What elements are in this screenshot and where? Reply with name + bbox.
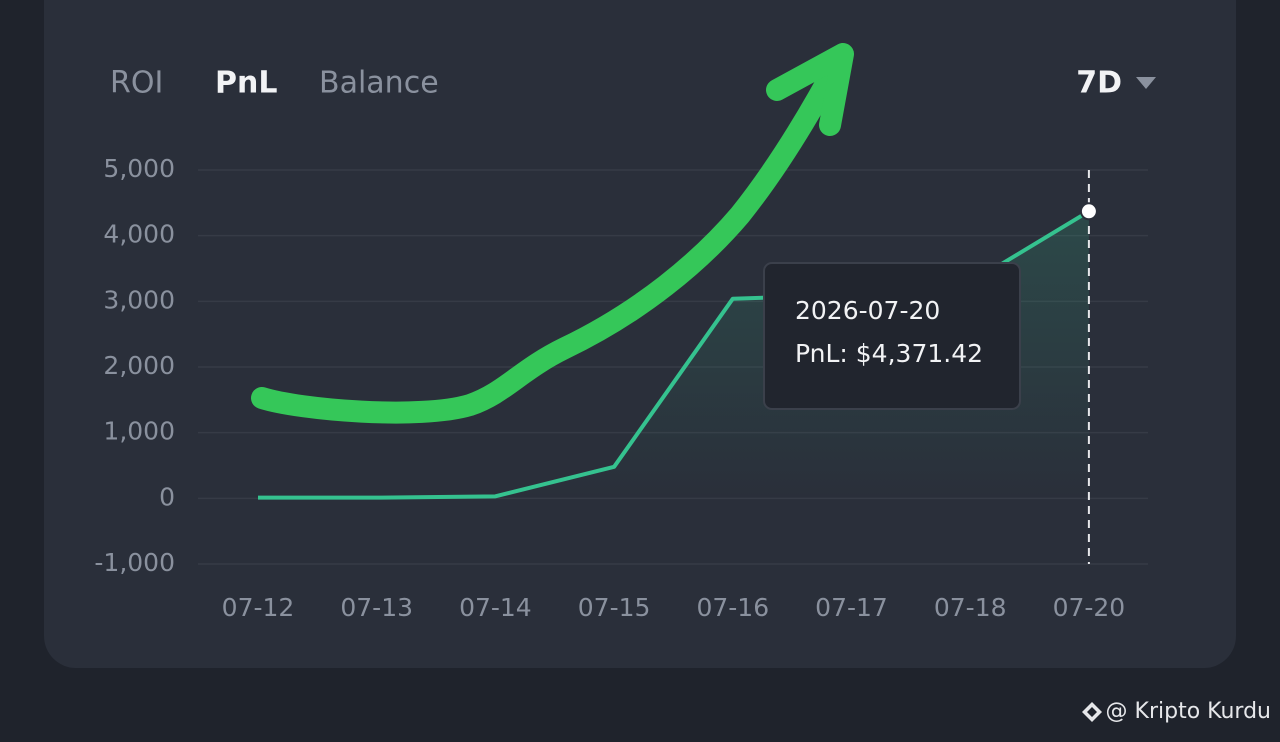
area bbox=[258, 211, 1089, 499]
x-tick-label: 07-20 bbox=[1053, 593, 1126, 622]
tab-active[interactable]: PnL bbox=[215, 66, 277, 101]
y-tick-label: 5,000 bbox=[103, 154, 175, 183]
x-tick-label: 07-15 bbox=[578, 593, 651, 622]
plot: -1,000 0 1,000 2,000 3,000 4,000 5,000 07-12 07-… bbox=[94, 154, 1148, 622]
range-selector[interactable]: 7D bbox=[1076, 66, 1122, 101]
y-tick-label: 2,000 bbox=[103, 351, 175, 380]
x-tick-label: 07-16 bbox=[696, 593, 769, 622]
y-tick-label: 1,000 bbox=[103, 417, 175, 446]
y-tick-label: -1,000 bbox=[94, 548, 175, 577]
x-tick-label: 07-13 bbox=[340, 593, 413, 622]
tooltip-date: 2026-07-20 bbox=[795, 296, 940, 325]
tab[interactable]: ROI bbox=[110, 66, 163, 101]
tooltip-value: PnL: $4,371.42 bbox=[795, 339, 983, 368]
watermark-icon bbox=[1082, 702, 1102, 722]
x-tick-label: 07-12 bbox=[222, 593, 295, 622]
point bbox=[1079, 202, 1098, 221]
tooltip: 2026-07-20 PnL: $4,371.42 bbox=[763, 262, 1021, 410]
watermark: @ Kripto Kurdu bbox=[1106, 699, 1271, 724]
x-tick-label: 07-17 bbox=[815, 593, 888, 622]
tooltip-box bbox=[763, 262, 1021, 410]
annotation-arrow bbox=[251, 47, 851, 424]
dropdown-icon bbox=[1136, 77, 1156, 89]
y-tick-label: 0 bbox=[159, 482, 175, 511]
card bbox=[44, 0, 1236, 668]
y-tick-label: 4,000 bbox=[103, 220, 175, 249]
tab[interactable]: Balance bbox=[319, 66, 439, 101]
x-tick-label: 07-18 bbox=[934, 593, 1007, 622]
x-tick-label: 07-14 bbox=[459, 593, 532, 622]
y-tick-label: 3,000 bbox=[103, 285, 175, 314]
annotation-arrowhead bbox=[766, 43, 854, 136]
